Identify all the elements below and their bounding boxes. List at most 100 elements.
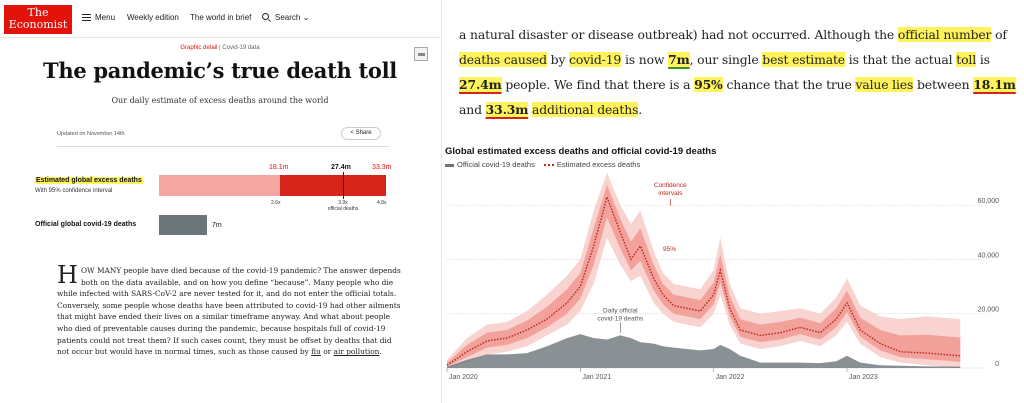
page-subtitle: Our daily estimate of excess deaths arou… [111,96,329,105]
nav-world-in-brief[interactable]: The world in brief [190,13,252,22]
q-t1: a natural disaster or disease outbreak) … [459,27,898,42]
share-label: Share [355,130,372,136]
flu-link[interactable]: flu [311,347,321,357]
y-tick-label: 20,000 [978,307,1000,314]
excess-ci-bar-high [280,175,386,196]
x-tick-label: Jan 2023 [849,374,878,381]
kicker: Graphic detail | Covid-19 data [0,45,440,51]
q-deaths-caused: deaths caused [459,52,547,67]
q-27m: 27.4m [459,77,502,92]
y-axis-ticks: 0 20,000 40,000 60,000 [978,198,1000,368]
share-button[interactable]: < Share [341,127,381,140]
header-rule [57,146,389,147]
q-t2: of [991,27,1007,42]
air-pollution-link[interactable]: air pollution [333,347,380,357]
excess-mid-value: 27.4m [331,164,351,171]
legend-excess: Estimated excess deaths [556,160,641,169]
excess-low-value: 18.1m [269,164,289,171]
q-additional-deaths: additional deaths [531,102,639,117]
q-t11: and [459,102,486,117]
excess-deaths-label: Estimated global excess deaths [35,177,143,184]
ci-inner-band [447,184,961,367]
official-deaths-area [447,334,961,368]
paragraph-text: people have died because of the covid-19… [57,266,401,357]
economist-logo[interactable]: The Economist [4,5,72,34]
kicker-section[interactable]: Graphic detail [180,45,218,51]
paragraph-end: . [379,347,382,357]
y-tick-label: 60,000 [978,198,1000,205]
ci-annotation: intervals [658,190,683,197]
nav-weekly-edition[interactable]: Weekly edition [127,13,179,22]
x-axis-ticks: Jan 2020 Jan 2021 Jan 2022 Jan 2023 [446,368,878,381]
drop-cap: H [57,261,78,289]
x-tick-label: Jan 2020 [449,374,478,381]
q-95: 95% [694,77,723,92]
print-icon[interactable] [414,47,428,61]
paragraph-or: or [320,347,334,357]
q-t5: , our single [689,52,763,67]
kicker-topic[interactable]: Covid-19 data [222,45,260,51]
updated-date: Updated on November 14th [57,131,125,137]
official-annotation: covid-19 deaths [597,315,644,322]
q-official-number: official number [897,27,992,42]
q-t8: people. We find that there is a [501,77,695,92]
official-deaths-bar [159,215,207,235]
q-value-lies: value lies [855,77,914,92]
chart-legend: Official covid-19 deaths Estimated excess… [445,160,640,169]
ci95-annotation: 95% [663,246,676,253]
q-18m: 18.1m [973,77,1016,92]
legend-swatch-excess [543,164,554,167]
excess-ci-bar-low [159,175,280,196]
confidence-interval-label: With 95% confidence interval [35,188,113,194]
page-title: The pandemic’s true death toll [43,58,397,83]
article-screenshot: The Economist Menu Weekly edition The wo… [0,0,440,403]
share-icon: < [350,130,356,136]
q-t10: between [913,77,974,92]
excess-deaths-line [446,194,961,366]
q-t3: by [546,52,570,67]
ratio-high: 4.8x [377,200,387,206]
y-tick-label: 0 [995,361,999,368]
x-tick-label: Jan 2021 [582,374,611,381]
kicker-separator: | [217,45,223,51]
panel-divider [441,0,442,403]
q-t6: is that the actual [844,52,957,67]
q-t7: is [976,52,990,67]
top-nav: The Economist Menu Weekly edition The wo… [0,0,440,38]
q-t9: chance that the true [722,77,856,92]
q-t13: . [638,102,643,117]
official-deaths-value: 7m [212,222,222,229]
lead-smallcaps: OW MANY [80,266,122,275]
q-covid: covid-19 [569,52,622,67]
logo-line-1: The [27,6,49,19]
excess-high-value: 33.3m [372,164,392,171]
official-annotation: Daily official [603,307,638,314]
q-33m: 33.3m [485,102,529,117]
search-icon[interactable] [262,13,269,20]
article-body: H OW MANY people have died because of the… [57,261,404,358]
nav-divider [0,37,440,38]
logo-line-2: Economist [8,18,68,31]
hamburger-icon[interactable] [82,14,91,21]
nav-search[interactable]: Search ⌄ [275,13,310,22]
x-tick-label: Jan 2022 [716,374,745,381]
ratio-mid: 3.9x official deaths [323,200,363,212]
q-7m: 7m [668,52,690,67]
ratio-mid-value: 3.9x [338,200,348,206]
ratio-mid-caption: official deaths [327,206,359,212]
quoted-paragraph: a natural disaster or disease outbreak) … [459,22,1019,122]
official-deaths-label: Official global covid-19 deaths [35,221,137,228]
q-best-estimate: best estimate [762,52,845,67]
q-toll: toll [956,52,977,67]
y-tick-label: 40,000 [978,252,1000,259]
excess-mid-marker [343,172,344,199]
nav-menu[interactable]: Menu [95,13,116,22]
ci-annotation: Confidence [654,182,687,189]
q-t4: is now [621,52,669,67]
chart-title: Global estimated excess deaths and offic… [445,146,717,157]
legend-official: Official covid-19 deaths [457,160,535,169]
legend-swatch-official [445,163,454,167]
ratio-low: 2.6x [271,200,281,206]
